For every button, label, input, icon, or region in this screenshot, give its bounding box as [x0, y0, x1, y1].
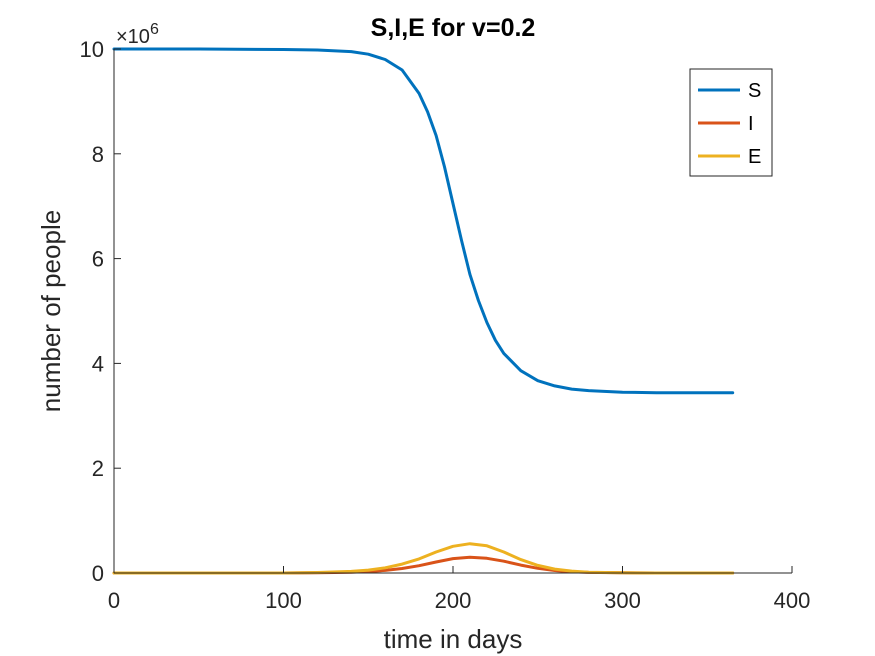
- x-tick-label: 0: [108, 588, 120, 613]
- y-axis-label: number of people: [36, 210, 66, 412]
- legend-label-e: E: [748, 146, 761, 168]
- legend: SIE: [689, 68, 773, 177]
- y-tick-label: 4: [92, 351, 104, 376]
- y-tick-label: 2: [92, 456, 104, 481]
- y-tick-label: 6: [92, 247, 104, 272]
- y-axis-exponent: ×106: [116, 21, 159, 48]
- x-tick-label: 100: [265, 588, 302, 613]
- series-line-e: [112, 542, 735, 575]
- chart-title: S,I,E for v=0.2: [371, 14, 536, 42]
- plot-area: [114, 49, 792, 573]
- series-line-s: [112, 47, 735, 395]
- y-tick-label: 0: [92, 561, 104, 586]
- y-axis-exponent-base: ×10: [116, 26, 150, 48]
- legend-label-i: I: [748, 113, 754, 135]
- y-tick-label: 10: [80, 37, 104, 62]
- axes-layer: 0 100 200 300 400 0 2 4 6 8 10: [80, 37, 811, 613]
- y-tick-label: 8: [92, 142, 104, 167]
- x-tick-label: 200: [435, 588, 472, 613]
- x-tick-label: 400: [774, 588, 811, 613]
- y-axis-exponent-power: 6: [150, 21, 159, 38]
- legend-label-s: S: [748, 80, 761, 102]
- x-tick-label: 300: [604, 588, 641, 613]
- x-axis-label: time in days: [384, 624, 523, 654]
